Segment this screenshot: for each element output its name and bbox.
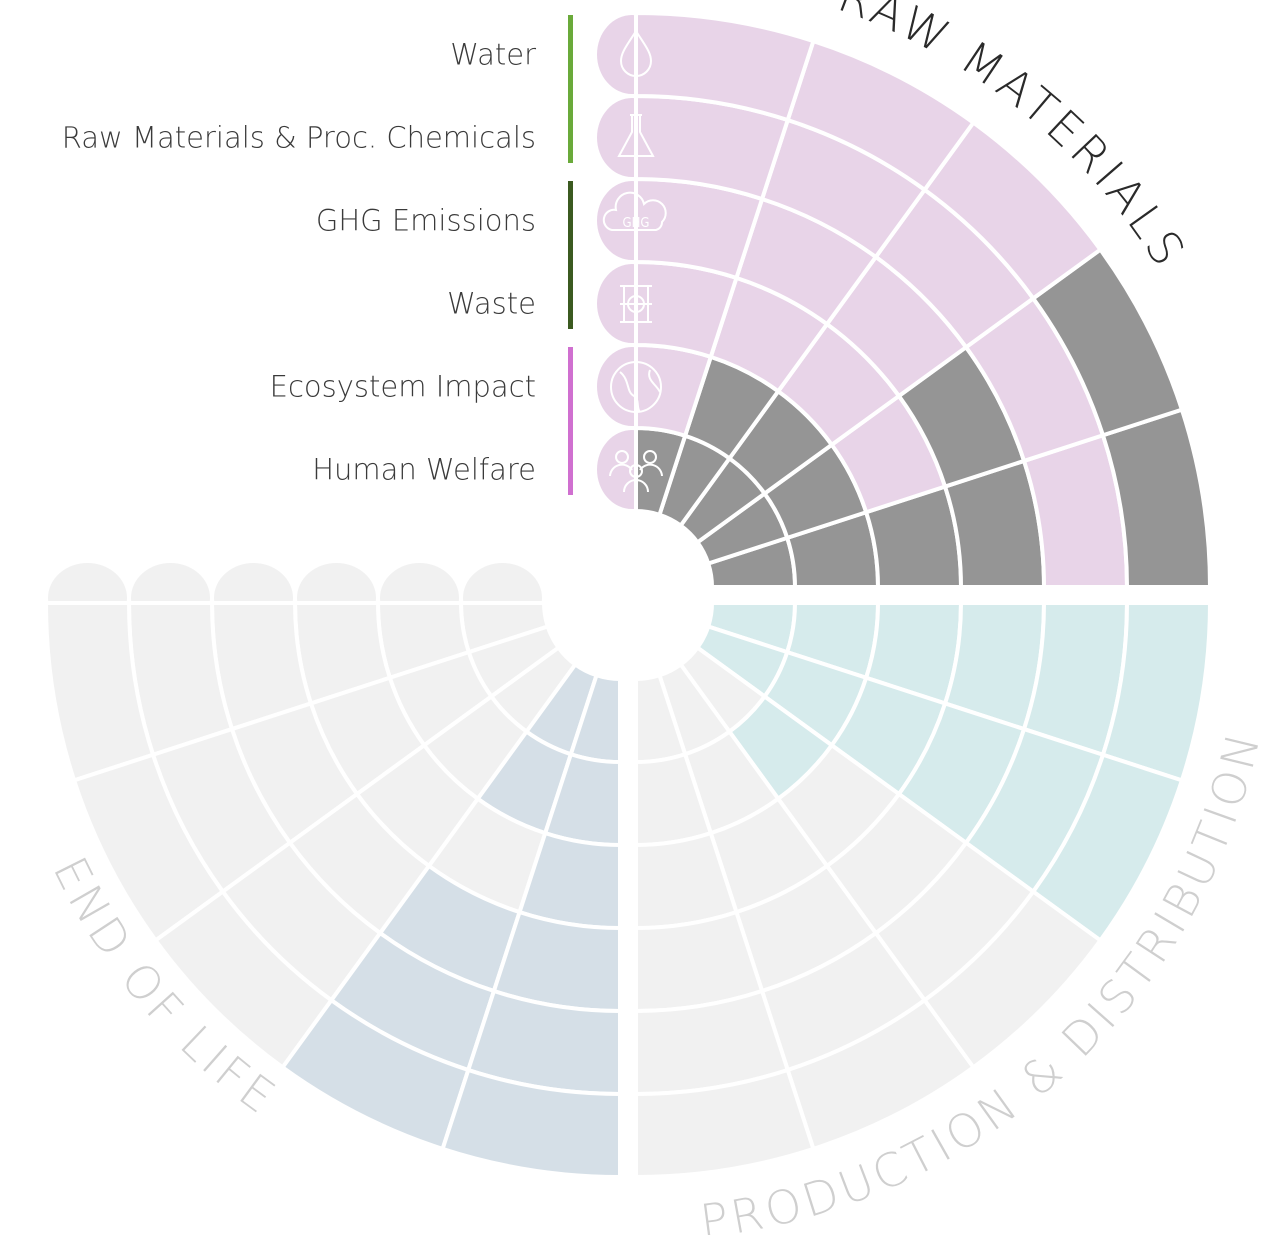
cell [634, 10, 816, 123]
flask-icon [617, 114, 655, 157]
icons [602, 29, 667, 493]
row-labels: Water Raw Materials & Proc. Chemicals GHG … [62, 15, 573, 495]
people-lines [609, 463, 663, 493]
water-icon [619, 29, 653, 77]
ghg-icon-text: GHG [623, 216, 650, 231]
cell [440, 1067, 622, 1180]
person-icon [615, 450, 629, 464]
group-bar [568, 347, 573, 495]
waste-icon [620, 285, 652, 323]
cell [634, 1067, 816, 1180]
row-label: Ecosystem Impact [270, 370, 536, 404]
row-label: GHG Emissions [316, 204, 536, 238]
person-icon [629, 464, 643, 478]
group-bar [568, 181, 573, 329]
waste-icon-circle [627, 295, 645, 313]
cells [43, 10, 1213, 1180]
globe-lines [619, 369, 661, 413]
cloud-icon [602, 191, 667, 231]
group-bar [568, 15, 573, 163]
person-icon [643, 450, 657, 464]
row-label: Raw Materials & Proc. Chemicals [62, 121, 536, 155]
row-label: Water [450, 38, 536, 72]
row-label: Human Welfare [312, 453, 536, 487]
row-label: Waste [447, 287, 536, 321]
globe-icon [610, 361, 662, 413]
